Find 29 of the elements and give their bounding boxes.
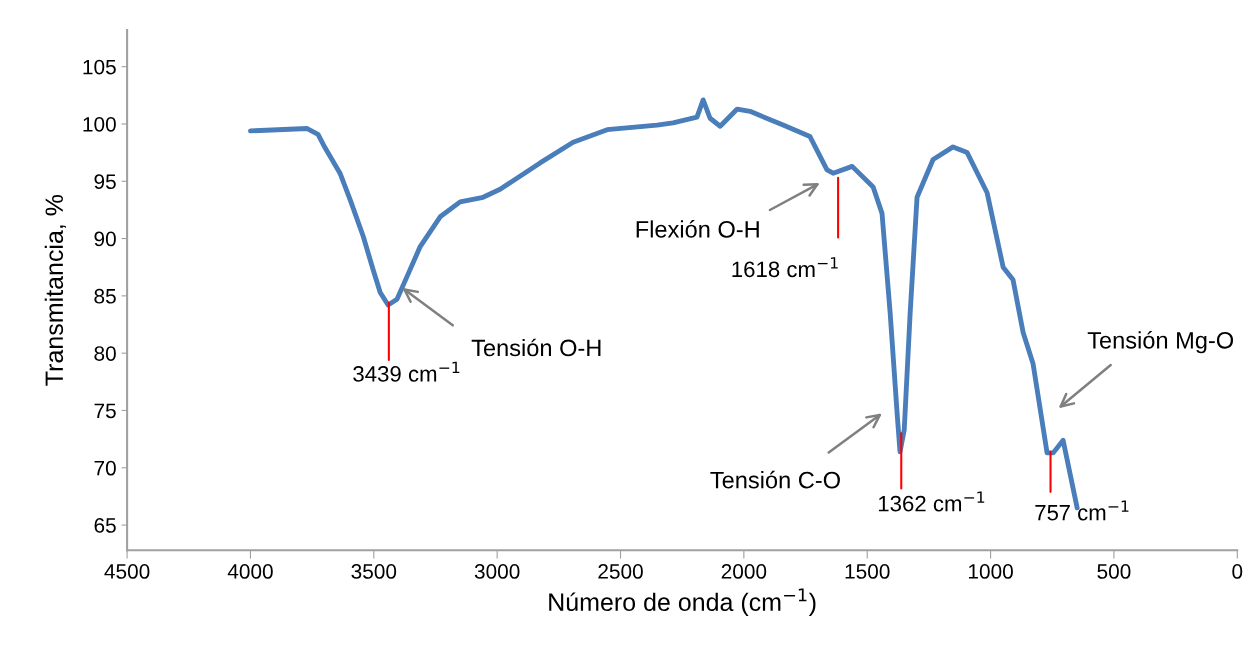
y-tick-label: 70	[94, 460, 116, 476]
y-tick-label: 100	[83, 116, 116, 132]
annotation: Tensión Mg-O	[1087, 331, 1234, 354]
y-tick-label: 80	[94, 346, 116, 361]
annotation: 1362 cm$^{−1}$	[878, 491, 985, 512]
x-tick-label: 1500	[845, 564, 890, 579]
x-tick-label: 2000	[721, 564, 767, 579]
annotation: 3439 cm$^{−1}$	[353, 361, 460, 382]
annotation: Flexión O-H	[636, 220, 759, 238]
annotation: 757 cm$^{−1}$	[1035, 500, 1129, 521]
y-tick-label: 85	[94, 288, 116, 304]
x-tick-label: 1000	[968, 564, 1013, 579]
x-axis-title: Número de onda (cm$^{−1}$)	[549, 588, 816, 616]
annotation: Tensión O-H	[471, 338, 601, 357]
x-tick-label: 4500	[104, 564, 150, 579]
x-tick-label: 2500	[598, 564, 643, 579]
annotation: Tensión C-O	[710, 470, 840, 489]
y-tick-label: 95	[94, 174, 116, 190]
y-tick-label: 90	[94, 231, 116, 247]
x-tick-label: 500	[1097, 564, 1131, 579]
x-tick-label: 4000	[227, 564, 273, 579]
x-tick-label: 3000	[474, 564, 520, 579]
y-tick-label: 65	[94, 518, 116, 533]
y-axis-title: Transmitancia, %	[44, 194, 67, 386]
y-tick-label: 75	[94, 403, 116, 419]
y-tick-label: 105	[83, 59, 116, 75]
x-tick-label: 3500	[351, 564, 397, 579]
annotation: 1618 cm$^{−1}$	[732, 257, 838, 278]
x-tick-label: 0	[1232, 564, 1243, 579]
